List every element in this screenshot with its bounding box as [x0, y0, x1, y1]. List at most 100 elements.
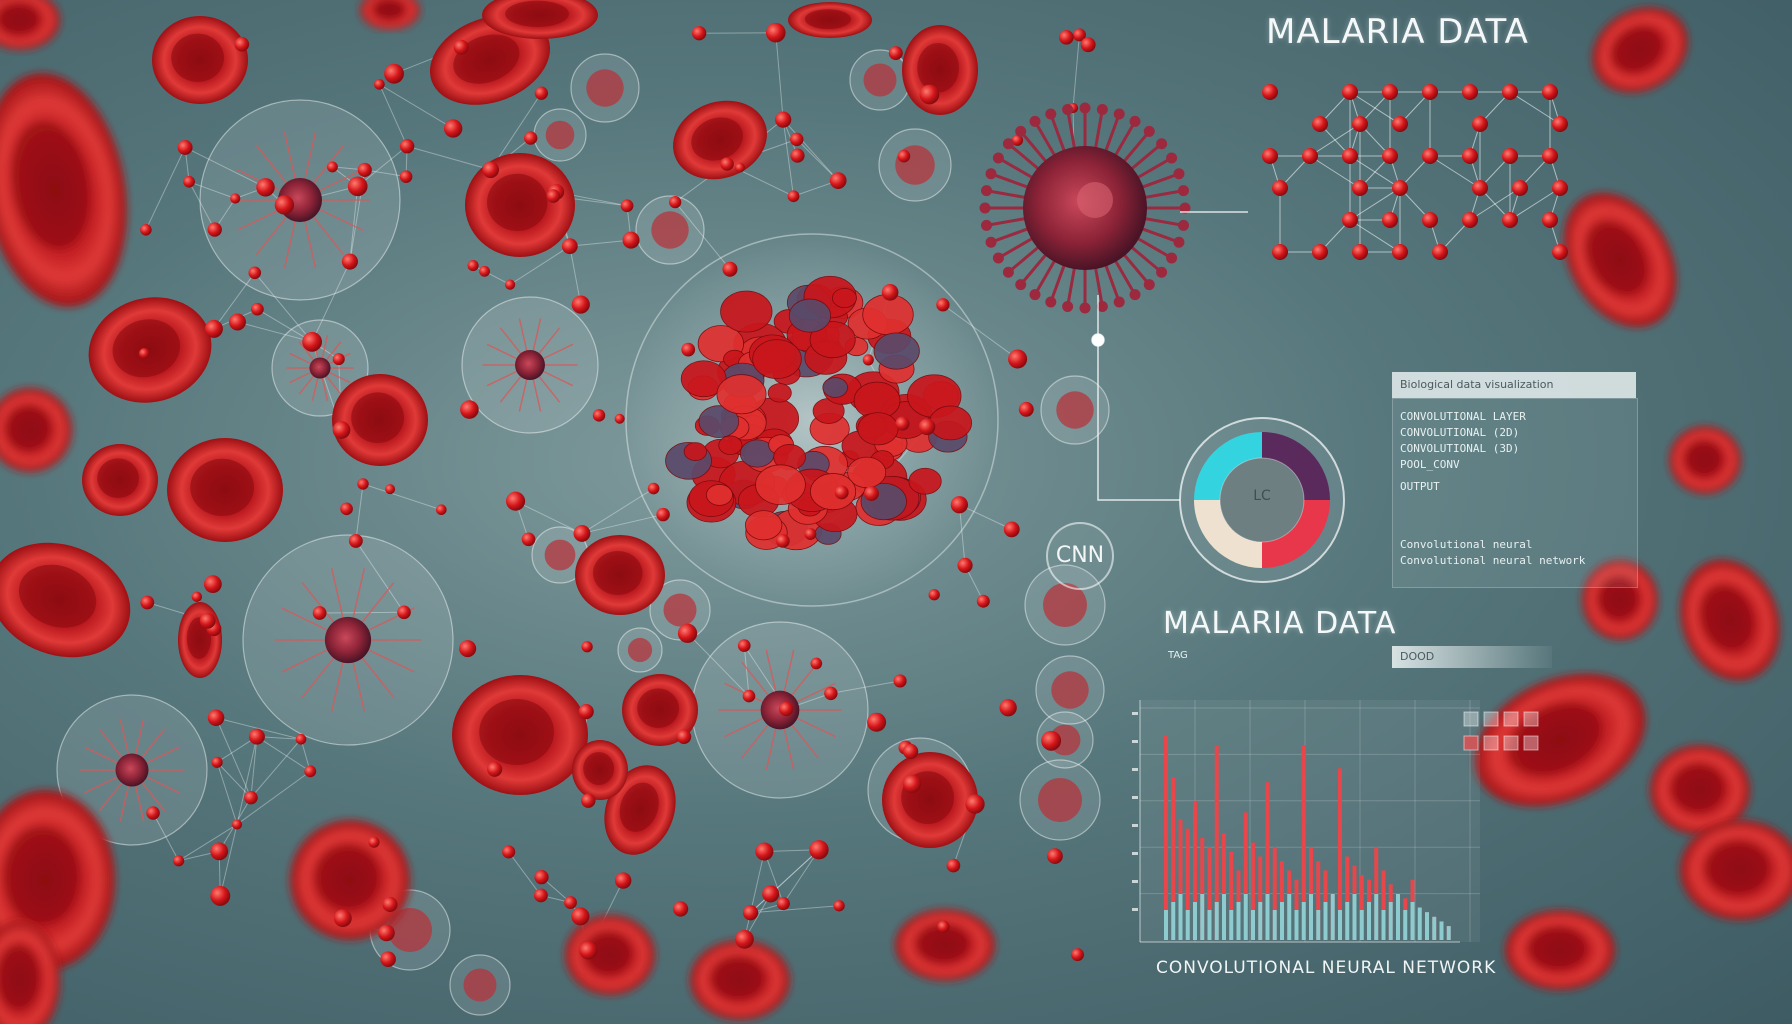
panel-line-3: CONVOLUTIONAL (3D) [1400, 442, 1520, 455]
bar [1243, 812, 1248, 940]
cluster-blob [718, 435, 743, 455]
network-node [210, 885, 231, 906]
network-node [946, 858, 961, 873]
red-blood-cell [1669, 426, 1741, 494]
graph-node [1392, 180, 1408, 196]
network-node [775, 111, 792, 128]
network-node [579, 941, 598, 960]
cluster-blob [862, 293, 914, 336]
red-blood-cell [167, 438, 283, 542]
cell-sphere [617, 627, 663, 673]
graph-node [1552, 116, 1568, 132]
graph-node [1462, 84, 1478, 100]
cell-sphere [878, 128, 952, 202]
network-node [669, 196, 682, 209]
network-node [1003, 521, 1020, 538]
cluster-blob [873, 332, 920, 370]
y-tick [1132, 768, 1138, 771]
network-node [571, 907, 590, 926]
cluster-blob [698, 405, 740, 438]
network-node [776, 897, 790, 911]
bar-base [1207, 910, 1212, 940]
bar [1207, 847, 1212, 940]
bar [1338, 768, 1342, 940]
network-node [656, 507, 670, 522]
red-blood-cell [882, 752, 978, 848]
title-malaria-data: MALARIA DATA [1266, 12, 1529, 52]
cluster-blob [752, 339, 802, 380]
cluster-blob [767, 383, 792, 403]
network-node [378, 924, 395, 942]
network-node [340, 502, 353, 516]
network-node [248, 266, 262, 280]
bar-base [1200, 894, 1205, 940]
network-node [443, 119, 463, 138]
bar [1309, 847, 1313, 940]
cluster-blob [755, 464, 806, 506]
red-blood-cell [565, 915, 655, 995]
network-node [864, 486, 879, 501]
red-blood-cell [1582, 560, 1658, 640]
red-blood-cell [1563, 192, 1677, 328]
bar [1272, 847, 1277, 940]
connector-lines [1091, 211, 1248, 501]
red-blood-cell [673, 100, 767, 180]
y-tick [1132, 740, 1138, 743]
title-malaria-data-secondary: MALARIA DATA [1163, 606, 1397, 641]
y-tick [1132, 796, 1138, 799]
network-node [720, 157, 734, 171]
network-node [385, 484, 396, 495]
panel-footer-1: Convolutional neural [1400, 538, 1533, 551]
network-node [399, 139, 415, 154]
graph-node [1422, 148, 1438, 164]
red-blood-cell [1650, 745, 1750, 835]
network-node [692, 26, 707, 41]
network-node [1011, 134, 1024, 146]
network-node [804, 528, 817, 540]
network-node [207, 709, 225, 727]
bar-base [1280, 902, 1284, 940]
red-blood-cell [622, 674, 698, 746]
network-node [829, 172, 847, 189]
bar-base [1330, 894, 1335, 940]
caption-cnn: CONVOLUTIONAL NEURAL NETWORK [1156, 958, 1497, 978]
red-blood-cell [178, 602, 222, 678]
y-tick [1132, 852, 1138, 855]
bar [1280, 861, 1284, 940]
network-node [229, 313, 246, 331]
graph-node [1342, 148, 1358, 164]
network-node [332, 421, 351, 439]
bar [1251, 842, 1255, 940]
network-node [399, 170, 413, 183]
red-blood-cell [152, 16, 248, 104]
bar-base [1417, 907, 1422, 940]
bar-base [1287, 894, 1292, 940]
network-node [581, 641, 593, 653]
red-blood-cell [0, 388, 72, 472]
legend-squares [1463, 711, 1539, 751]
graph-node [1382, 148, 1398, 164]
network-node [614, 413, 625, 424]
cluster-blob [809, 321, 856, 359]
bar-base [1374, 894, 1379, 940]
network-node [834, 485, 849, 500]
network-node [397, 605, 411, 620]
network-node [138, 348, 150, 359]
red-blood-cell [465, 153, 575, 257]
network-node [230, 193, 241, 204]
network-node [460, 400, 479, 419]
network-node [902, 774, 922, 794]
graph-node [1502, 84, 1518, 100]
network-node [248, 728, 265, 745]
bar-base [1229, 910, 1234, 940]
parasite-virus [979, 102, 1191, 314]
graph-node [1542, 212, 1558, 228]
cell-sphere [242, 534, 454, 746]
network-node [211, 756, 223, 768]
network-node [146, 806, 160, 820]
graph-node [1352, 244, 1368, 260]
red-blood-cell [82, 444, 158, 516]
network-node [765, 22, 786, 43]
